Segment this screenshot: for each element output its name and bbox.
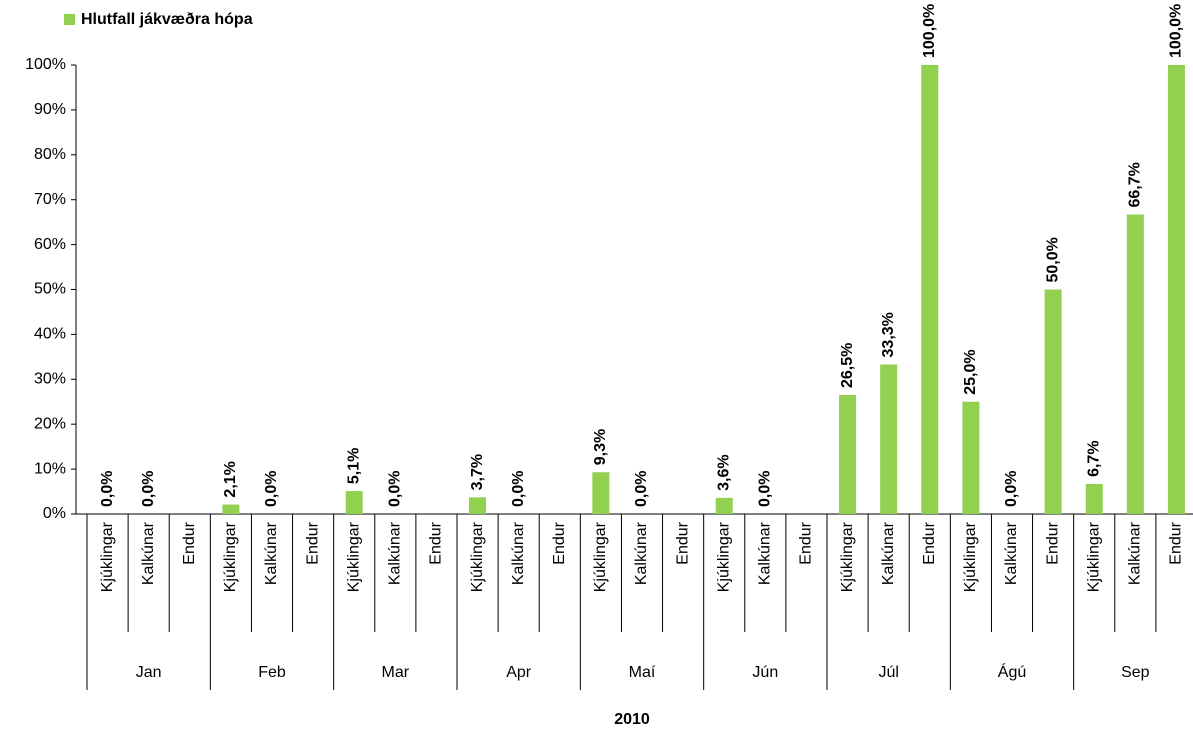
x-tick-label: Kjúklingar (839, 521, 856, 592)
x-tick-label: Kjúklingar (715, 521, 732, 592)
x-tick-label: Kjúklingar (222, 521, 239, 592)
x-tick-label: Endur (551, 521, 568, 564)
data-label: 0,0% (99, 471, 116, 507)
bar (592, 472, 610, 514)
data-label: 3,6% (715, 454, 732, 490)
y-tick-label: 50% (34, 281, 66, 298)
x-tick-label: Endur (304, 521, 321, 564)
x-tick-label: Kjúklingar (99, 521, 116, 592)
bar (222, 504, 240, 514)
data-label: 33,3% (880, 312, 897, 357)
data-label: 50,0% (1044, 237, 1061, 282)
group-label: Mar (382, 664, 410, 681)
y-tick-label: 10% (34, 460, 66, 477)
group-label: Feb (258, 664, 286, 681)
data-label: 3,7% (469, 454, 486, 490)
data-label: 26,5% (839, 343, 856, 388)
x-tick-label: Endur (921, 521, 938, 564)
group-label: Maí (629, 664, 656, 681)
y-tick-label: 30% (34, 371, 66, 388)
x-tick-label: Kalkúnar (880, 521, 897, 585)
data-label: 0,0% (387, 471, 404, 507)
x-tick-label: Kalkúnar (757, 521, 774, 585)
x-tick-label: Endur (1168, 521, 1185, 564)
bar (921, 65, 939, 514)
x-axis-label: 2010 (614, 711, 650, 728)
bar (962, 401, 980, 514)
y-tick-label: 80% (34, 146, 66, 163)
data-label: 0,0% (140, 471, 157, 507)
data-label: 100,0% (1168, 4, 1185, 58)
y-tick-label: 40% (34, 326, 66, 343)
bar (880, 364, 898, 514)
legend-swatch (64, 14, 75, 25)
x-tick-label: Kalkúnar (1127, 521, 1144, 585)
x-tick-label: Kalkúnar (263, 521, 280, 585)
bar (469, 497, 487, 514)
group-label: Sep (1121, 664, 1150, 681)
x-tick-label: Endur (181, 521, 198, 564)
data-label: 6,7% (1085, 440, 1102, 476)
group-label: Jún (752, 664, 778, 681)
data-label: 100,0% (921, 4, 938, 58)
data-label: 66,7% (1127, 162, 1144, 207)
data-label: 0,0% (633, 471, 650, 507)
y-tick-label: 20% (34, 415, 66, 432)
data-label: 0,0% (510, 471, 527, 507)
x-tick-label: Kalkúnar (633, 521, 650, 585)
bar (1167, 65, 1185, 514)
x-tick-label: Kalkúnar (140, 521, 157, 585)
bar (345, 491, 363, 514)
x-tick-label: Endur (798, 521, 815, 564)
x-tick-label: Kjúklingar (345, 521, 362, 592)
bar (1044, 289, 1062, 514)
x-tick-label: Kalkúnar (1003, 521, 1020, 585)
group-label: Júl (878, 664, 898, 681)
legend-label: Hlutfall jákvæðra hópa (81, 11, 253, 28)
data-label: 9,3% (592, 429, 609, 465)
x-tick-label: Kjúklingar (592, 521, 609, 592)
x-tick-label: Kjúklingar (1085, 521, 1102, 592)
bar (839, 395, 857, 514)
y-tick-label: 0% (43, 505, 66, 522)
x-tick-label: Endur (674, 521, 691, 564)
group-label: Jan (136, 664, 162, 681)
x-tick-label: Kalkúnar (510, 521, 527, 585)
y-tick-label: 100% (25, 56, 66, 73)
data-label: 5,1% (345, 448, 362, 484)
group-label: Ágú (998, 662, 1026, 681)
bar (715, 497, 733, 514)
data-label: 25,0% (962, 349, 979, 394)
group-label: Apr (506, 664, 532, 681)
y-tick-label: 60% (34, 236, 66, 253)
data-label: 2,1% (222, 461, 239, 497)
data-label: 0,0% (757, 471, 774, 507)
x-tick-label: Kjúklingar (962, 521, 979, 592)
x-tick-label: Endur (1044, 521, 1061, 564)
x-tick-label: Endur (428, 521, 445, 564)
bar (1126, 214, 1144, 514)
y-tick-label: 90% (34, 101, 66, 118)
data-label: 0,0% (1003, 471, 1020, 507)
data-label: 0,0% (263, 471, 280, 507)
bar (1085, 483, 1103, 514)
y-tick-label: 70% (34, 191, 66, 208)
x-tick-label: Kalkúnar (387, 521, 404, 585)
x-tick-label: Kjúklingar (469, 521, 486, 592)
